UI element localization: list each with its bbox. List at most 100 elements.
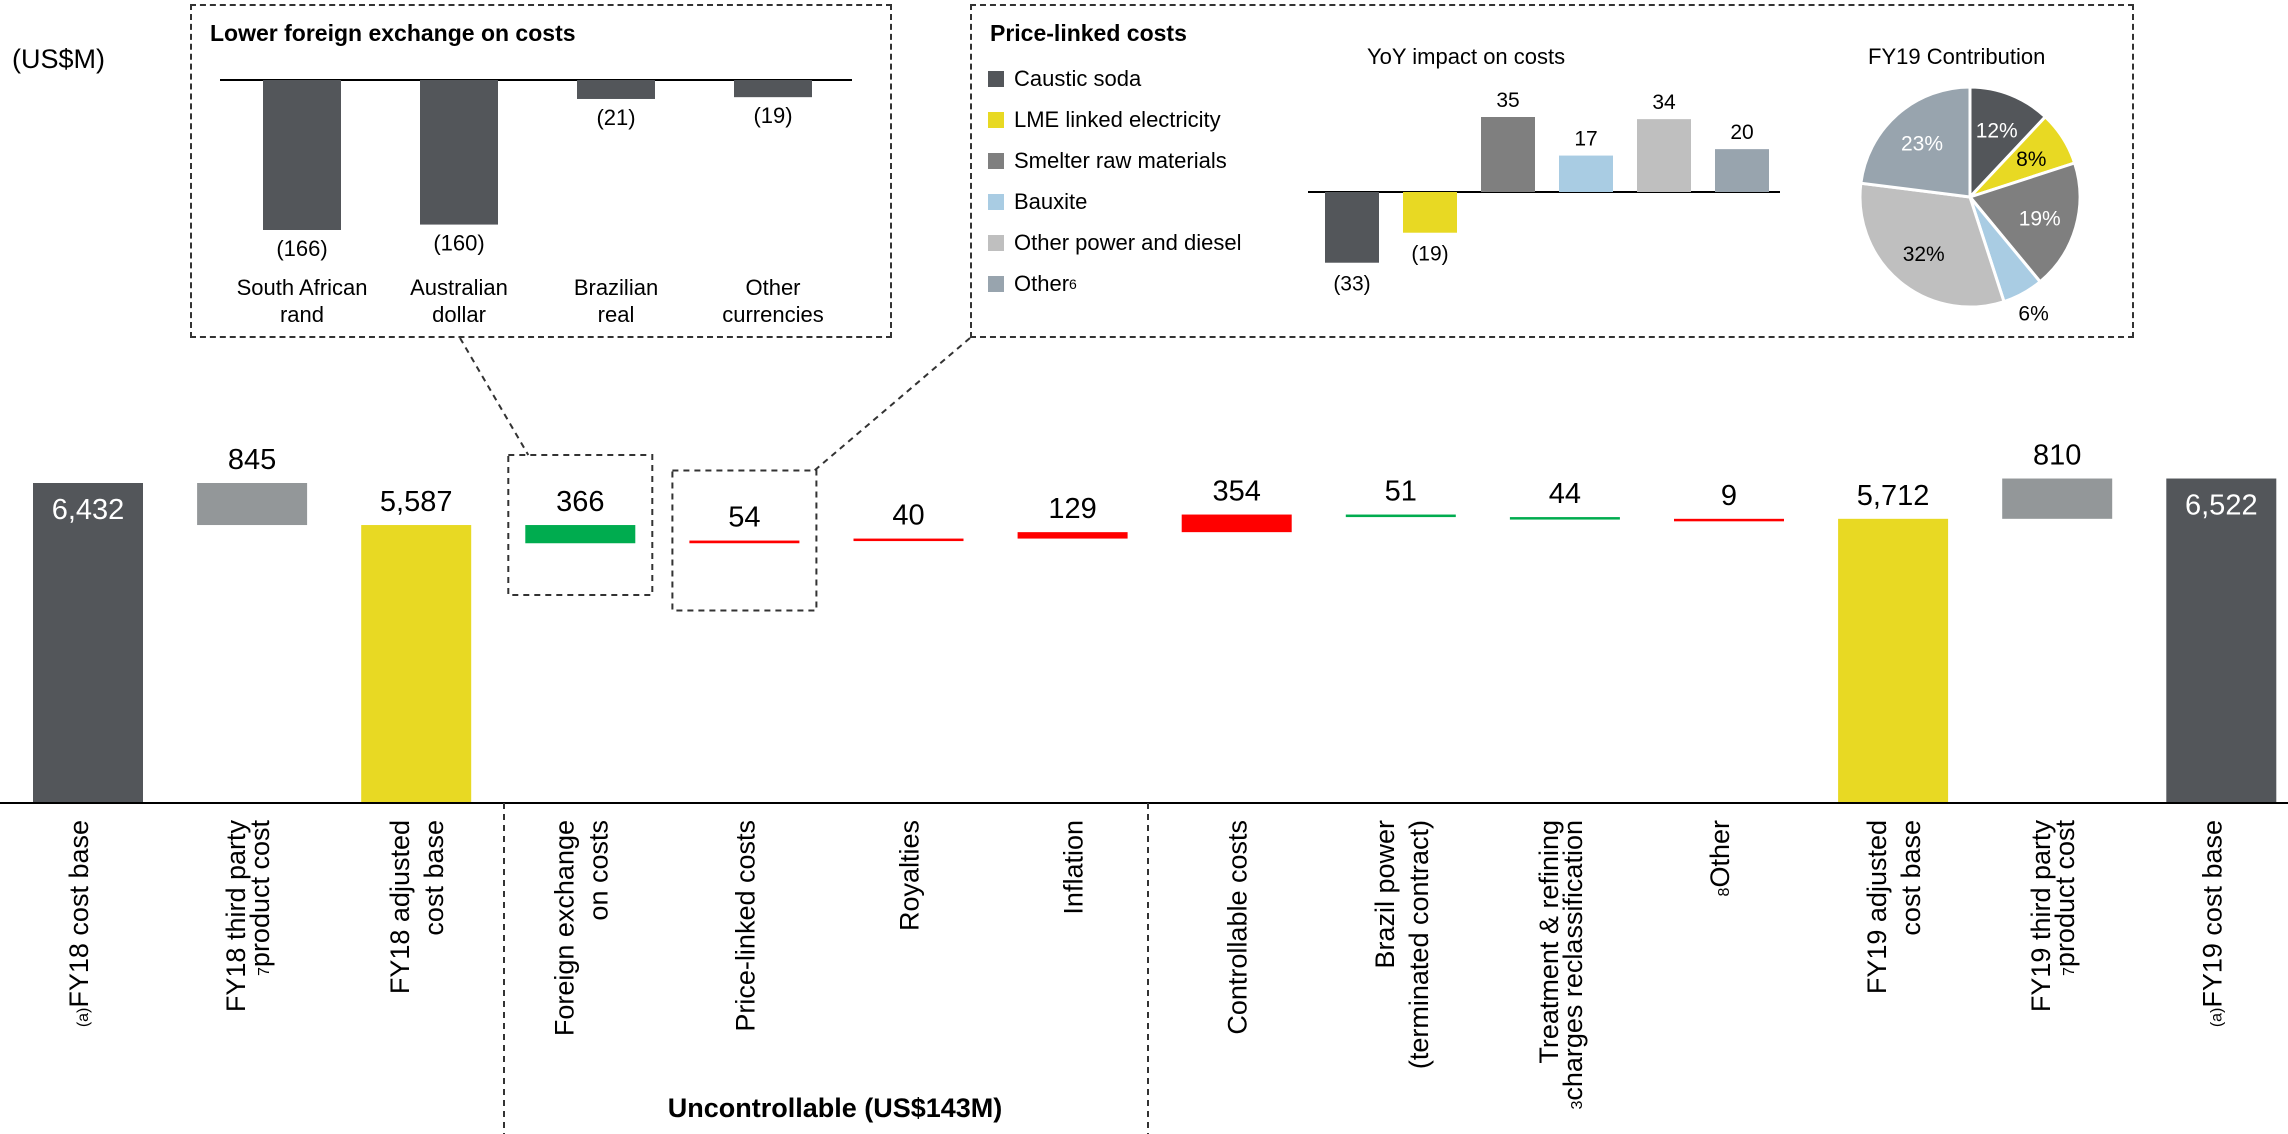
legend-superscript: 6	[1069, 275, 1077, 292]
category-label: 3charges reclassification	[1558, 820, 1588, 1110]
fx-bar-value: (160)	[433, 231, 484, 256]
legend-item: LME linked electricity	[988, 99, 1241, 140]
legend-label: Other power and diesel	[1014, 229, 1242, 255]
waterfall-bar	[361, 525, 472, 803]
waterfall-bar	[1017, 532, 1128, 539]
waterfall-bar	[2166, 478, 2277, 803]
category-label: Brazil power	[1370, 820, 1400, 969]
waterfall-bar	[689, 540, 800, 544]
connector-line	[813, 337, 971, 472]
bar-value-label: 54	[728, 502, 760, 534]
pie-slice-label: 8%	[2016, 148, 2046, 171]
category-label-group: Price-linked costs	[730, 820, 760, 1032]
fx-category-label: Australian	[410, 275, 508, 300]
category-label: (terminated contract)	[1404, 820, 1434, 1069]
price-linked-inset-panel: Price-linked costs Caustic soda LME link…	[970, 4, 2134, 338]
legend-label: LME linked electricity	[1014, 106, 1221, 132]
bar-value-label: 44	[1549, 478, 1581, 510]
category-superscript: 7	[2061, 967, 2078, 976]
category-label: cost base	[1896, 820, 1926, 936]
bar-value-label: 40	[892, 500, 924, 532]
legend-item: Smelter raw materials	[988, 140, 1241, 181]
waterfall-bar	[33, 483, 143, 803]
category-label-group: Foreign exchange on costs	[549, 820, 613, 1036]
pie-slice-label: 6%	[2018, 303, 2048, 326]
yoy-bar	[1403, 192, 1457, 233]
category-label: 7product cost	[2050, 820, 2080, 976]
yoy-bar-value: 35	[1496, 89, 1519, 112]
category-label-group: Inflation	[1059, 820, 1089, 915]
legend-label: Other	[1014, 270, 1070, 296]
category-superscript: 3	[1569, 1101, 1586, 1110]
bar-value-label: 366	[556, 486, 604, 518]
category-label: Inflation	[1059, 820, 1089, 915]
bar-value-label: 129	[1048, 493, 1096, 525]
price-linked-title: Price-linked costs	[990, 20, 1187, 46]
pie-slice	[1859, 85, 1972, 199]
waterfall-bar	[197, 483, 308, 526]
category-label: FY18 adjusted	[385, 820, 415, 994]
category-superscript: (a)	[75, 1008, 92, 1028]
pie-slice	[1968, 85, 2048, 201]
yoy-bar	[1559, 155, 1613, 192]
fx-category-label: Other	[745, 275, 800, 300]
category-label: Foreign exchange	[549, 820, 579, 1036]
pie-slice-label: 12%	[1976, 119, 2018, 142]
pie-slice-label: 23%	[1901, 133, 1943, 156]
unit-label: (US$M)	[12, 44, 105, 74]
yoy-bar	[1715, 149, 1769, 192]
bar-value-label: 845	[228, 444, 276, 476]
yoy-bar-value: (33)	[1333, 273, 1370, 296]
bar-value-label: 5,712	[1857, 480, 1930, 512]
fx-category-label: Brazilian	[574, 275, 658, 300]
bar-value-label: 6,432	[52, 494, 125, 526]
category-superscript: (a)	[2208, 1008, 2225, 1028]
yoy-bar	[1325, 192, 1379, 263]
waterfall-bar	[1345, 514, 1456, 518]
pie-slice	[1858, 181, 2006, 309]
fx-category-label: rand	[280, 302, 324, 327]
category-label: (a)FY18 cost base	[64, 820, 94, 1027]
category-label-group: Brazil power (terminated contract)	[1370, 820, 1434, 1069]
uncontrollable-group-label: Uncontrollable (US$143M)	[667, 1093, 1003, 1123]
yoy-chart-title: YoY impact on costs	[1367, 44, 1566, 69]
pie-slice-label: 32%	[1903, 243, 1945, 266]
legend-label: Bauxite	[1014, 188, 1088, 214]
waterfall-bar	[1181, 514, 1292, 533]
category-label: Price-linked costs	[730, 820, 760, 1032]
category-label: on costs	[583, 820, 613, 921]
legend-swatch	[988, 111, 1004, 128]
bar-value-label: 9	[1721, 480, 1737, 512]
legend-swatch	[988, 234, 1004, 251]
category-label: cost base	[419, 820, 449, 936]
yoy-bar-value: (19)	[1411, 243, 1448, 266]
fx-inset-panel: Lower foreign exchange on costs (166) Sou…	[190, 4, 892, 338]
waterfall-bar	[853, 538, 964, 542]
bar-value-label: 5,587	[380, 486, 453, 518]
category-superscript: 7	[256, 967, 273, 976]
highlight-box	[507, 454, 654, 597]
highlight-box	[671, 469, 818, 612]
legend-item: Other 6	[988, 263, 1241, 304]
category-label: 8Other	[1705, 820, 1735, 896]
yoy-bar-value: 17	[1574, 128, 1597, 151]
fx-bar	[263, 80, 341, 230]
category-label: Treatment & refining	[1534, 820, 1564, 1064]
bar-value-label: 354	[1213, 476, 1261, 508]
category-label: Controllable costs	[1223, 820, 1253, 1035]
category-label: Royalties	[895, 820, 925, 931]
waterfall-bar	[525, 525, 636, 544]
category-label-group: Controllable costs	[1223, 820, 1253, 1035]
category-label: 7product cost	[245, 820, 275, 976]
legend-item: Bauxite	[988, 181, 1241, 222]
legend-item: Caustic soda	[988, 58, 1241, 99]
yoy-bar	[1637, 119, 1691, 192]
legend-swatch	[988, 70, 1004, 87]
fx-bar-value: (21)	[596, 105, 635, 130]
category-label-group: FY19 third party 7product cost	[2026, 820, 2080, 1013]
category-label-group: Royalties	[895, 820, 925, 931]
pie-slice-label: 19%	[2019, 207, 2061, 230]
price-linked-legend: Caustic soda LME linked electricity Smel…	[988, 58, 1241, 304]
